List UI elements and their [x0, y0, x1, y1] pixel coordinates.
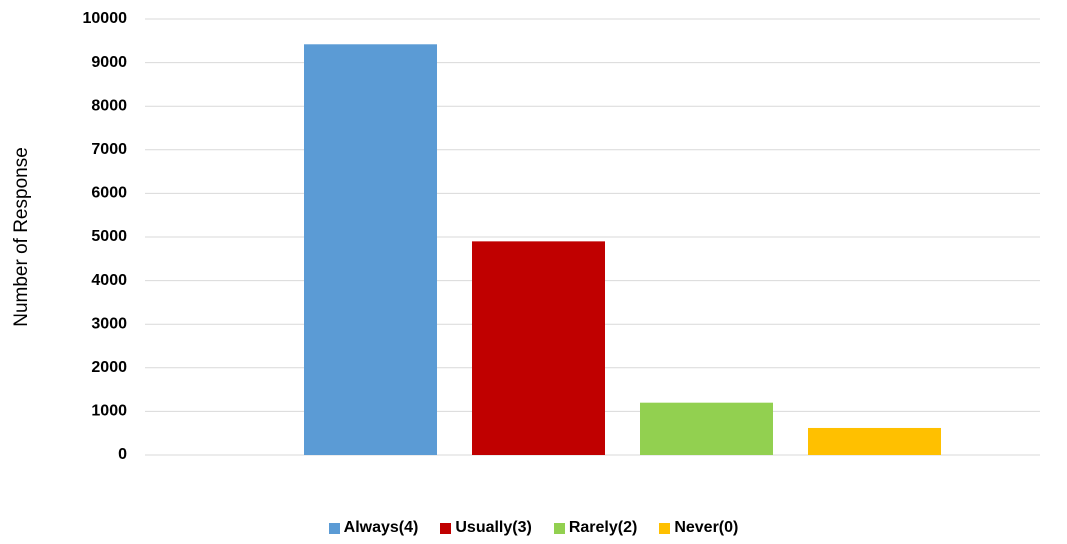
- legend-label: Rarely(2): [568, 519, 638, 536]
- legend: Always(4) Usually(3) Rarely(2) Never(0): [0, 519, 1067, 537]
- legend-swatch: [659, 522, 671, 534]
- y-tick-label: 2000: [91, 359, 127, 376]
- legend-item: Rarely(2): [553, 519, 638, 537]
- legend-item: Always(4): [328, 519, 419, 537]
- legend-swatch: [328, 522, 340, 534]
- bar: [640, 402, 773, 455]
- y-tick-label: 4000: [91, 272, 127, 289]
- y-tick-label: 9000: [91, 54, 127, 71]
- y-tick-label: 1000: [91, 403, 127, 420]
- legend-item: Never(0): [659, 519, 738, 537]
- y-tick-label: 8000: [91, 97, 127, 114]
- legend-label: Usually(3): [455, 519, 532, 536]
- chart: Number of Response 0 1000 2000 3000 4000 5000…: [11, 10, 1040, 463]
- legend-item: Usually(3): [440, 519, 532, 537]
- y-tick-label: 3000: [91, 315, 127, 332]
- legend-swatch: [440, 522, 452, 534]
- y-tick-label: 5000: [91, 228, 127, 245]
- legend-label: Never(0): [674, 519, 739, 536]
- y-axis-label: Number of Response: [11, 147, 32, 327]
- y-tick-label: 10000: [83, 10, 128, 27]
- y-tick-label: 0: [118, 446, 127, 463]
- legend-label: Always(4): [343, 519, 419, 536]
- bar: [808, 427, 941, 455]
- y-tick-label: 6000: [91, 185, 127, 202]
- y-tick-label: 7000: [91, 141, 127, 158]
- legend-swatch: [553, 522, 565, 534]
- bar: [304, 44, 437, 456]
- bar: [472, 241, 605, 455]
